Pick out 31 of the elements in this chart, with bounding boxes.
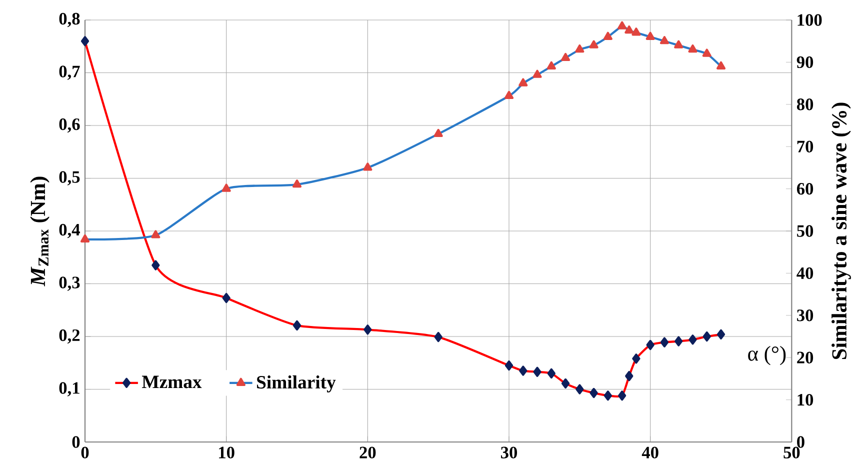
x-tick-label: 20 (360, 446, 376, 458)
y-tick-label: 0,3 (59, 276, 80, 291)
y-tick-label: 0,6 (59, 118, 80, 133)
y2-tick-label: 30 (797, 310, 814, 322)
y2-tick-label: 50 (797, 225, 814, 237)
y2-tick-label: 70 (797, 140, 814, 152)
y2-tick-label: 40 (796, 267, 814, 280)
y2-axis-title: Similarityto a sine wave (%) (832, 102, 851, 360)
y-tick-label: 0,2 (59, 329, 80, 344)
x-tick-label: 0 (81, 446, 89, 458)
y-axis-title: M$_{Zmax}$ (Nm) (30, 176, 50, 286)
legend-label: Mzmax (142, 376, 202, 388)
y2-tick-label: 90 (796, 56, 814, 68)
legend-label: Similarity (257, 375, 336, 392)
y2-tick-label: 80 (796, 98, 814, 110)
x-tick-label: 10 (219, 446, 234, 458)
y-tick-label: 0 (72, 436, 80, 448)
y2-tick-label: 0 (797, 436, 804, 448)
x-axis-title: α (°) (748, 346, 786, 366)
y2-tick-label: 100 (798, 14, 822, 26)
y-tick-label: 0,5 (59, 171, 80, 186)
y-tick-label: 0,8 (59, 12, 80, 28)
y-tick-label: 0,4 (59, 224, 80, 238)
y-tick-label: 0,7 (59, 66, 80, 80)
y2-tick-label: 60 (796, 182, 814, 195)
x-tick-label: 40 (642, 446, 658, 458)
x-tick-label: 50 (784, 446, 800, 458)
x-tick-label: 30 (500, 446, 518, 458)
y-tick-label: 0,1 (59, 382, 80, 396)
y2-tick-label: 20 (797, 352, 814, 364)
y2-tick-label: 10 (798, 394, 814, 406)
